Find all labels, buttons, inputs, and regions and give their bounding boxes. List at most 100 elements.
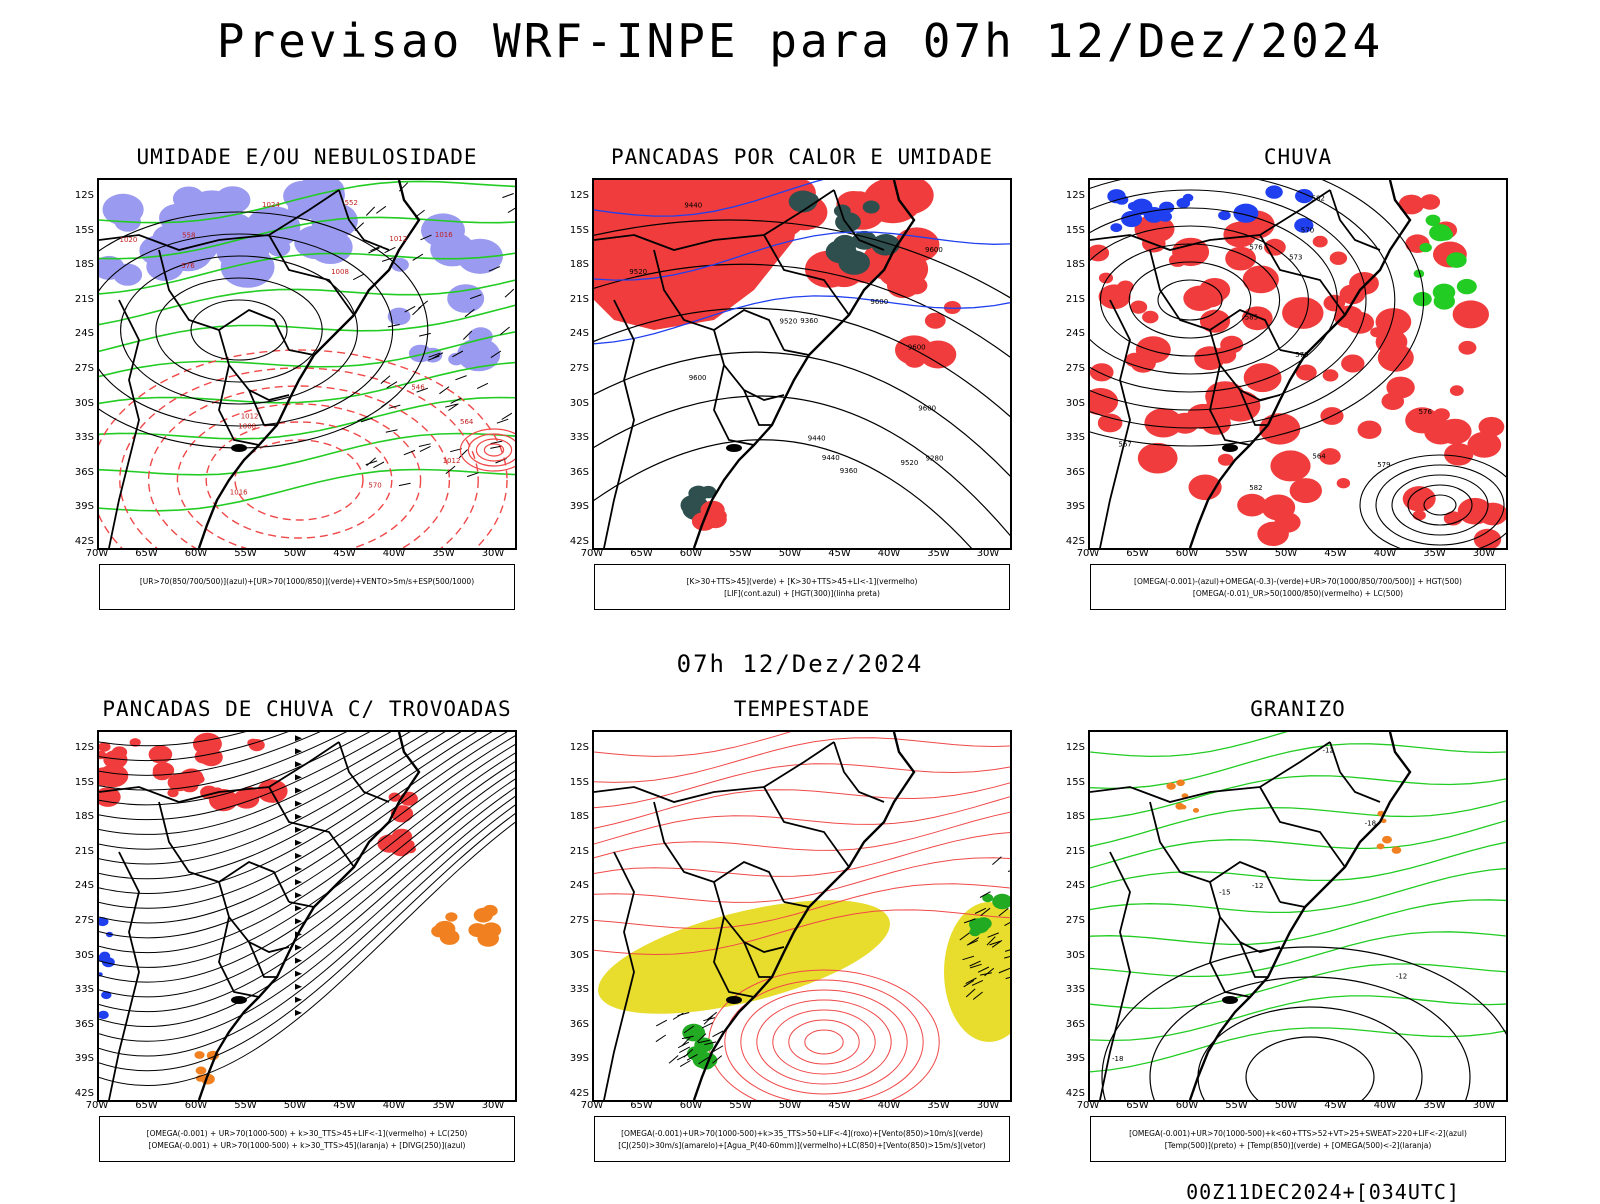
contour-label: -12 xyxy=(1396,973,1407,981)
legend-line: [UR>70(850/700/500)](azul)+[UR>70(1000/8… xyxy=(139,577,475,586)
flow-arrow xyxy=(295,996,302,1003)
rain-fill xyxy=(1329,251,1348,265)
wind-vector xyxy=(989,940,1001,946)
humidity-upper-fill xyxy=(146,252,184,281)
wind-vector xyxy=(502,193,514,199)
wind-vector xyxy=(373,461,385,469)
lat-tick-label: 39S xyxy=(1065,501,1085,513)
lon-tick-label: 70W xyxy=(1076,548,1100,559)
contour-label: 573 xyxy=(1289,253,1302,261)
rain-fill xyxy=(1142,310,1159,324)
wind-vector xyxy=(490,440,503,445)
wind-vector xyxy=(420,234,432,241)
contour-label: 552 xyxy=(345,199,358,207)
country-border xyxy=(1259,786,1346,868)
omega-blue-fill xyxy=(1121,210,1143,228)
contour-label: 564 xyxy=(1312,452,1326,460)
wind-vector xyxy=(412,253,424,261)
lon-tick-label: 55W xyxy=(234,548,257,559)
wind850-fill xyxy=(992,893,1010,910)
lc250-streamline xyxy=(99,752,515,968)
storm-fill xyxy=(390,840,412,857)
country-border xyxy=(783,349,810,356)
wind-vector xyxy=(455,375,467,381)
rain-fill xyxy=(1405,407,1440,434)
lat-tick-label: 36S xyxy=(74,1018,94,1030)
lat-tick-label: 30S xyxy=(569,949,589,961)
lat-tick-label: 21S xyxy=(74,293,94,305)
wind-vector xyxy=(686,1053,698,1061)
contour-label: 567 xyxy=(1118,440,1131,448)
map-granizo: -12 -12 -15 -18 -18 -12 xyxy=(1088,730,1508,1102)
contour-label: 1016 xyxy=(435,231,453,239)
omega500-fill xyxy=(1376,843,1385,850)
contour-label: 9600 xyxy=(925,246,943,254)
lat-tick-label: 30S xyxy=(74,949,94,961)
lat-tick-label: 24S xyxy=(1065,880,1085,892)
lon-tick-label: 30W xyxy=(976,548,1000,559)
wind-vector xyxy=(679,1046,691,1054)
omega500-fill xyxy=(1391,846,1402,854)
lat-tick-label: 39S xyxy=(569,501,589,513)
country-border xyxy=(338,189,390,251)
contour-label: 9440 xyxy=(808,434,826,442)
lon-tick-label: 65W xyxy=(630,548,653,559)
wind-vector xyxy=(668,1055,679,1064)
omega500-fill xyxy=(1192,808,1200,813)
lon-tick-label: 70W xyxy=(85,1100,109,1111)
wind-vector xyxy=(974,907,987,914)
contour-label: 585 xyxy=(1245,314,1258,322)
flow-arrow xyxy=(295,957,302,964)
country-border xyxy=(218,916,260,998)
rain-fill xyxy=(1402,486,1436,512)
wind-vector xyxy=(466,472,479,478)
rain-fill xyxy=(1098,284,1131,309)
precip-water-contour xyxy=(594,832,1010,877)
rain-fill xyxy=(1357,420,1382,439)
temp500-contour xyxy=(1149,976,1471,1100)
k-tts-fill xyxy=(801,193,819,207)
lat-tick-label: 21S xyxy=(1065,293,1085,305)
rain-fill xyxy=(1319,448,1341,465)
omega500-fill xyxy=(1382,835,1392,844)
temp850-contour xyxy=(1090,743,1506,790)
omega-blue-fill xyxy=(1233,203,1259,223)
lat-tick-label: 18S xyxy=(1065,811,1085,823)
storm-fill xyxy=(167,788,179,798)
wind-vector xyxy=(704,1041,717,1046)
rain-fill xyxy=(1398,194,1425,215)
lc850-contour xyxy=(804,1029,844,1055)
rain-fill xyxy=(1257,521,1289,546)
lon-tick-label: 50W xyxy=(283,548,307,559)
humidity-upper-fill xyxy=(448,352,465,366)
wind-vector xyxy=(992,856,1002,865)
wind-vector xyxy=(464,308,475,318)
contour-label: 9280 xyxy=(926,454,944,462)
panel-title-tempestade: TEMPESTADE xyxy=(733,697,871,721)
wind-vector xyxy=(452,350,464,358)
lat-tick-label: 24S xyxy=(569,880,589,892)
flow-arrow xyxy=(295,826,302,833)
wind-vector xyxy=(501,412,513,420)
wind-vector xyxy=(984,967,995,977)
hgt500-contour xyxy=(1407,484,1473,526)
map-canvas: -12 -12 -15 -18 -18 -12 xyxy=(1090,732,1506,1100)
lat-tick-label: 39S xyxy=(569,1053,589,1065)
country-border xyxy=(713,916,755,998)
country-border xyxy=(783,901,810,908)
country-border xyxy=(833,741,885,803)
lat-tick-label: 33S xyxy=(1065,984,1085,996)
wind-vector xyxy=(681,1035,694,1040)
wind850-fill xyxy=(982,893,994,903)
coastline xyxy=(1188,732,1412,1100)
precip-water-contour xyxy=(594,737,1010,783)
rain-fill xyxy=(1171,415,1187,427)
k-tts-orange-fill xyxy=(194,1051,205,1059)
k-tts-orange-fill xyxy=(195,1066,207,1075)
legend-pancadas_calor: [K>30+TTS>45](verde) + [K>30+TTS>45+LI<-… xyxy=(594,564,1010,610)
lon-tick-label: 60W xyxy=(679,548,703,559)
legend-line: [K>30+TTS>45](verde) + [K>30+TTS>45+LI<-… xyxy=(686,577,918,586)
country-border xyxy=(1259,234,1346,316)
panel-title-granizo: GRANIZO xyxy=(1250,697,1346,721)
instability-fill xyxy=(943,301,961,314)
